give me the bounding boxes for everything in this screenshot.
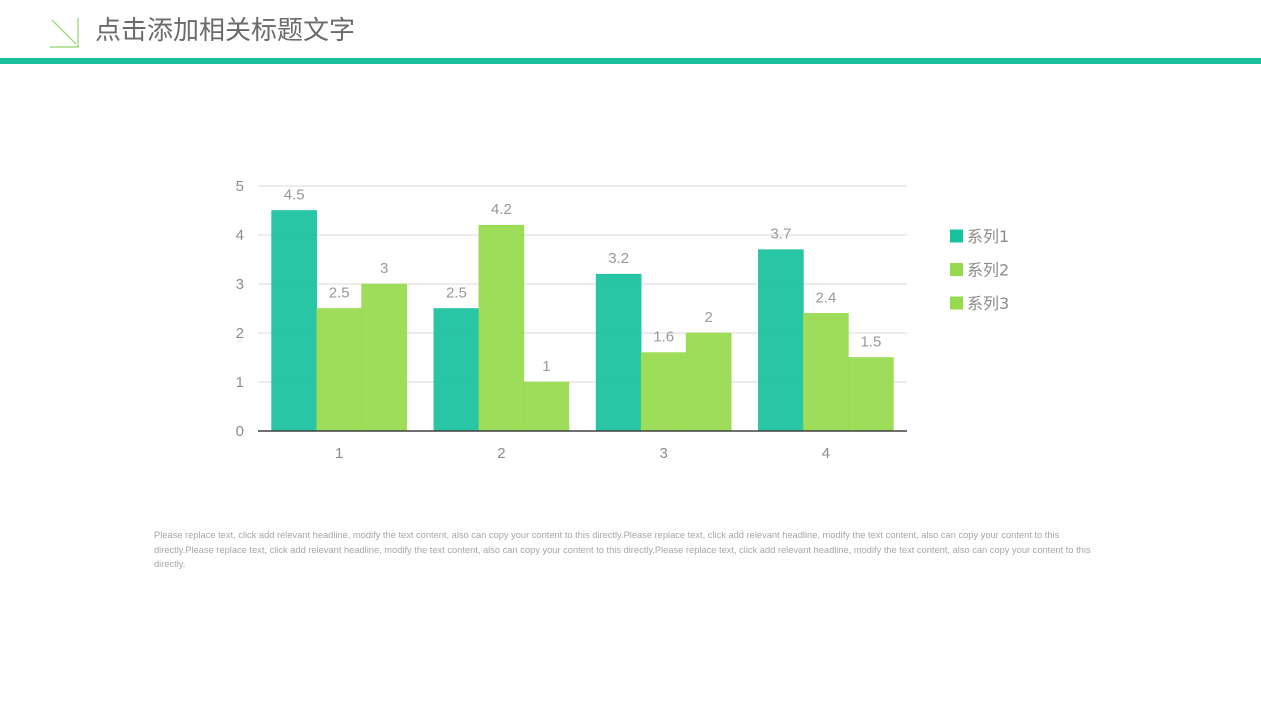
body-paragraph: Please replace text, click add relevant …: [154, 530, 1091, 569]
y-tick-label: 0: [236, 423, 244, 440]
bar-series3-cat1: [361, 283, 407, 432]
y-tick-label: 5: [236, 178, 244, 195]
data-label: 4.5: [284, 187, 305, 204]
bar-chart: 4.5 2.5 3 2.5 4.2 1 3.2 1.6 2 3.7 2.4 1.5 0 1 2 3 4 5 1 2 3…: [236, 178, 1010, 462]
x-tick-label: 3: [659, 445, 667, 462]
y-tick-label: 3: [236, 276, 244, 293]
bar-series1-cat2: [433, 308, 480, 432]
bar-series2-cat2: [478, 224, 525, 432]
data-label: 3: [380, 260, 388, 277]
chart-bars: [271, 210, 894, 432]
legend-swatch: [950, 263, 963, 276]
y-tick-label: 4: [236, 227, 244, 244]
data-label: 1: [542, 358, 550, 375]
data-label: 3.7: [770, 226, 791, 243]
legend-swatch: [950, 296, 963, 310]
bar-series3-cat3: [685, 332, 732, 432]
bar-series3-cat4: [848, 357, 894, 432]
chart-data-labels: 4.5 2.5 3 2.5 4.2 1 3.2 1.6 2 3.7 2.4 1.5: [284, 187, 882, 376]
x-tick-label: 1: [335, 445, 343, 462]
x-tick-label: 2: [497, 445, 505, 462]
data-label: 1.5: [860, 334, 881, 351]
legend-label: 系列2: [967, 261, 1009, 280]
data-label: 2.5: [329, 285, 350, 302]
bar-series3-cat2: [523, 381, 570, 432]
y-tick-label: 2: [236, 325, 244, 342]
data-label: 3.2: [608, 250, 629, 267]
diagonal-arrow-icon: [50, 18, 79, 48]
data-label: 4.2: [491, 201, 512, 218]
page-title: 点击添加相关标题文字: [95, 16, 356, 46]
bar-series1-cat3: [595, 273, 642, 432]
header-accent-bar: [0, 58, 1261, 64]
y-tick-label: 1: [236, 374, 244, 391]
chart-legend: 系列1 系列2 系列3: [950, 227, 1009, 313]
data-label: 2.5: [446, 285, 467, 302]
legend-swatch: [950, 229, 963, 243]
bar-series2-cat1: [316, 308, 362, 432]
bar-series2-cat4: [803, 313, 849, 432]
x-tick-label: 4: [822, 445, 830, 462]
data-label: 2.4: [815, 289, 836, 306]
legend-label: 系列1: [967, 227, 1009, 246]
chart-axes: 0 1 2 3 4 5 1 2 3 4: [236, 178, 907, 462]
bar-series2-cat3: [640, 352, 687, 432]
bar-series1-cat1: [271, 210, 317, 432]
data-label: 1.6: [653, 329, 674, 346]
data-label: 2: [704, 309, 712, 326]
bar-series1-cat4: [758, 249, 804, 432]
legend-label: 系列3: [967, 294, 1009, 313]
